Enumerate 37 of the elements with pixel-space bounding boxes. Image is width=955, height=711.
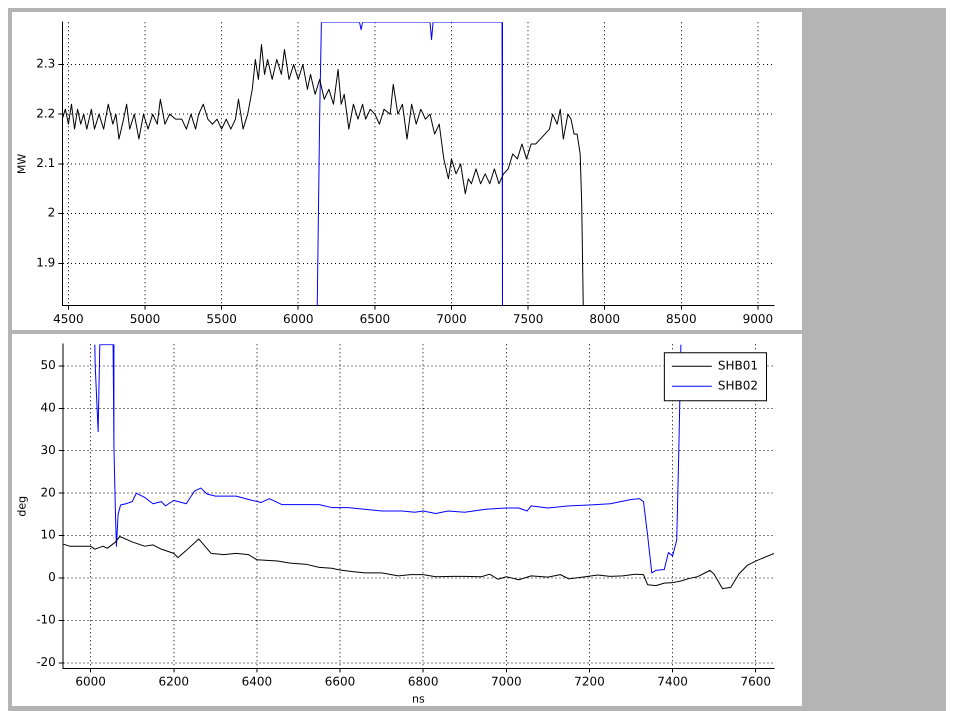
- y-tick-label: 10: [40, 528, 56, 542]
- x-tick-label: 6500: [360, 312, 390, 326]
- y-tick-label: 30: [40, 442, 56, 457]
- x-tick-label: 8500: [666, 312, 697, 326]
- x-tick-label: 7200: [574, 674, 605, 689]
- x-tick-label: 7400: [657, 674, 688, 689]
- y-tick-label: 0: [48, 570, 56, 584]
- legend-label: SHB01: [718, 358, 758, 372]
- y-tick-label: 40: [40, 400, 56, 414]
- x-axis-title: ns: [412, 692, 426, 706]
- x-tick-label: 4500: [53, 312, 84, 326]
- x-tick-label: 6400: [242, 674, 272, 689]
- y-axis-title: MW: [15, 154, 28, 174]
- y-tick-label: 50: [40, 358, 56, 372]
- x-tick-label: 9000: [742, 312, 774, 326]
- x-tick-label: 7000: [491, 674, 522, 689]
- x-tick-label: 5500: [206, 312, 237, 326]
- x-tick-label: 7000: [436, 312, 467, 326]
- x-tick-label: 6000: [75, 674, 106, 689]
- x-tick-label: 7600: [740, 674, 771, 689]
- y-tick-label: -10: [36, 612, 56, 627]
- x-tick-label: 6800: [408, 674, 438, 689]
- x-tick-label: 8000: [589, 312, 620, 326]
- y-axis-title: deg: [15, 496, 28, 517]
- y-tick-label: 1.9: [36, 255, 56, 270]
- legend-label: SHB02: [718, 378, 758, 392]
- x-tick-label: 5000: [130, 312, 160, 326]
- x-tick-label: 7500: [512, 312, 544, 326]
- y-tick-label: 2.1: [36, 156, 56, 170]
- y-tick-label: -20: [36, 655, 56, 670]
- x-tick-label: 6200: [158, 674, 190, 689]
- y-tick-label: 2.2: [36, 106, 56, 120]
- y-tick-label: 2: [48, 206, 56, 220]
- y-tick-label: 2.3: [36, 56, 56, 71]
- x-tick-label: 6000: [282, 312, 314, 326]
- x-tick-label: 6600: [324, 674, 356, 689]
- y-tick-label: 20: [40, 485, 56, 500]
